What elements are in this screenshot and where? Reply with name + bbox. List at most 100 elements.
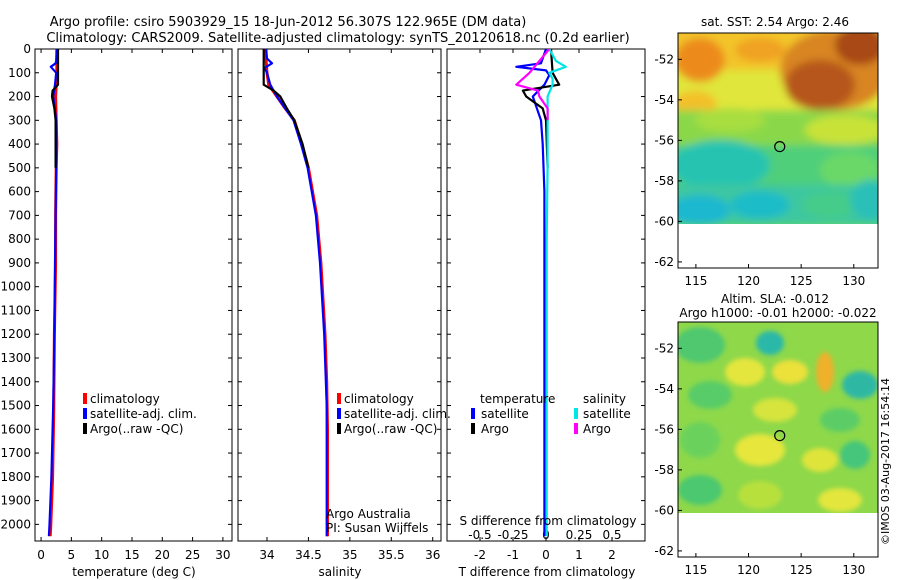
- map-x-tick-label: 125: [790, 274, 813, 288]
- sst-argo-location-marker: [774, 140, 786, 153]
- sla-heatmap: [678, 322, 878, 513]
- sla-map-ticks: 115 120 125 130 -52 -54 -56 -58 -60 -62: [654, 341, 865, 577]
- depth-tick-label: 1100: [0, 303, 31, 317]
- x-tick-label: 0: [542, 548, 550, 562]
- map-y-tick-label: -52: [654, 341, 674, 355]
- top-x-tick-label: -0.5: [468, 528, 491, 542]
- map-y-tick-label: -62: [654, 255, 674, 269]
- temperature-legend: climatology satellite-adj. clim. Argo(..…: [83, 392, 197, 436]
- sst-map-ticks: 115 120 125 130 -52 -54 -56 -58 -60 -62: [654, 52, 865, 288]
- legend-swatch-t-satellite: [471, 408, 475, 419]
- depth-tick-label: 100: [8, 66, 31, 80]
- x-tick-label: 5: [68, 548, 76, 562]
- x-tick-label: 25: [185, 548, 200, 562]
- legend-label-s-satellite: satellite: [583, 407, 631, 421]
- map-x-tick-label: 115: [684, 563, 707, 577]
- map-y-tick-label: -58: [654, 463, 674, 477]
- x-tick-label: 35.5: [378, 548, 405, 562]
- x-tick-label: 36: [425, 548, 440, 562]
- series-line-temperature-argo: [521, 49, 561, 168]
- depth-tick-label: 1800: [0, 470, 31, 484]
- depth-tick-label: 200: [8, 90, 31, 104]
- depth-tick-label: 600: [8, 185, 31, 199]
- timestamp-watermark: ©IMOS 03-Aug-2017 16:54:14: [879, 378, 892, 545]
- x-tick-label: 35: [342, 548, 357, 562]
- salinity-xlabel: salinity: [318, 565, 361, 579]
- legend-swatch-s-argo: [574, 423, 578, 434]
- map-y-tick-label: -56: [654, 422, 674, 436]
- legend-label-t-argo: Argo: [481, 422, 509, 436]
- legend-swatch-argo: [83, 423, 87, 434]
- difference-legend: temperature salinity satellite Argo sate…: [471, 392, 631, 436]
- depth-tick-label: 800: [8, 232, 31, 246]
- salinity-depth-ticks: [238, 48, 441, 525]
- legend-label-satellite: satellite-adj. clim.: [344, 407, 451, 421]
- top-x-tick-label: 0.5: [602, 528, 621, 542]
- temperature-depth-ticks: 0 100 200 300 400 500 600 700 800 900 1000 1100 1200…: [0, 42, 232, 531]
- sst-map-panel: sat. SST: 2.54 Argo: 2.46: [654, 15, 879, 288]
- x-tick-label: -1: [507, 548, 519, 562]
- sst-map-frame: [677, 32, 879, 269]
- legend-swatch-climatology: [83, 393, 87, 404]
- depth-tick-label: 1900: [0, 494, 31, 508]
- map-y-tick-label: -54: [654, 382, 674, 396]
- legend-swatch-argo: [337, 423, 341, 434]
- depth-tick-label: 900: [8, 256, 31, 270]
- depth-tick-label: 400: [8, 137, 31, 151]
- depth-tick-label: 1500: [0, 399, 31, 413]
- legend-swatch-satellite: [83, 408, 87, 419]
- series-line-temperature-satellite: [515, 49, 551, 537]
- map-y-tick-label: -52: [654, 52, 674, 66]
- series-line-argo-raw-qc: [50, 49, 60, 168]
- map-x-tick-label: 115: [684, 274, 707, 288]
- legend-label-argo: Argo(..raw -QC): [90, 422, 183, 436]
- x-tick-label: 20: [155, 548, 170, 562]
- difference-top-xlabel: S difference from climatology: [460, 514, 637, 528]
- salinity-axes-frame: [237, 48, 442, 542]
- map-x-tick-label: 120: [737, 274, 760, 288]
- x-tick-label: 1: [575, 548, 583, 562]
- map-y-tick-label: -56: [654, 133, 674, 147]
- temperature-panel: 0100200300400500600700800900100011001200…: [0, 42, 233, 579]
- temperature-axes-frame: [34, 48, 233, 542]
- sla-argo-location-marker: [774, 429, 786, 442]
- x-tick-label: 34.5: [295, 548, 322, 562]
- depth-tick-label: 1400: [0, 375, 31, 389]
- annotation-pi: PI: Susan Wijffels: [326, 521, 428, 535]
- legend-header-temperature: temperature: [480, 392, 555, 406]
- difference-xlabel: T difference from climatology: [458, 565, 636, 579]
- legend-label-argo: Argo(..raw -QC): [344, 422, 437, 436]
- map-y-tick-label: -60: [654, 214, 674, 228]
- x-tick-label: 34: [259, 548, 274, 562]
- salinity-x-ticks: 34 34.5 35 35.5 36: [259, 49, 440, 562]
- legend-swatch-satellite: [337, 408, 341, 419]
- top-x-tick-label: 0.25: [566, 528, 593, 542]
- annotation-argo-australia: Argo Australia: [326, 507, 411, 521]
- legend-label-climatology: climatology: [90, 392, 160, 406]
- map-x-tick-label: 130: [842, 274, 865, 288]
- sla-map-title-2: Argo h1000: -0.01 h2000: -0.022: [679, 306, 876, 320]
- legend-label-t-satellite: satellite: [481, 407, 529, 421]
- sla-map-panel: Altim. SLA: -0.012 Argo h1000: -0.01 h20…: [654, 292, 879, 577]
- difference-lines: [515, 49, 567, 537]
- legend-header-salinity: salinity: [583, 392, 626, 406]
- sla-map-title-1: Altim. SLA: -0.012: [721, 292, 829, 306]
- salinity-legend: climatology satellite-adj. clim. Argo(..…: [337, 392, 451, 436]
- x-tick-label: -2: [474, 548, 486, 562]
- map-x-tick-label: 125: [790, 563, 813, 577]
- map-x-tick-label: 130: [842, 563, 865, 577]
- series-line-climatology: [263, 49, 329, 537]
- legend-swatch-climatology: [337, 393, 341, 404]
- x-tick-label: 15: [124, 548, 139, 562]
- map-y-tick-label: -62: [654, 544, 674, 558]
- title-line-2: Climatology: CARS2009. Satellite-adjuste…: [46, 31, 629, 46]
- map-y-tick-label: -54: [654, 93, 674, 107]
- depth-tick-label: 0: [23, 42, 31, 56]
- top-x-tick-label: -0.25: [497, 528, 528, 542]
- legend-swatch-s-satellite: [574, 408, 578, 419]
- map-y-tick-label: -58: [654, 174, 674, 188]
- depth-tick-label: 500: [8, 161, 31, 175]
- x-tick-label: 0: [37, 548, 45, 562]
- depth-tick-label: 300: [8, 113, 31, 127]
